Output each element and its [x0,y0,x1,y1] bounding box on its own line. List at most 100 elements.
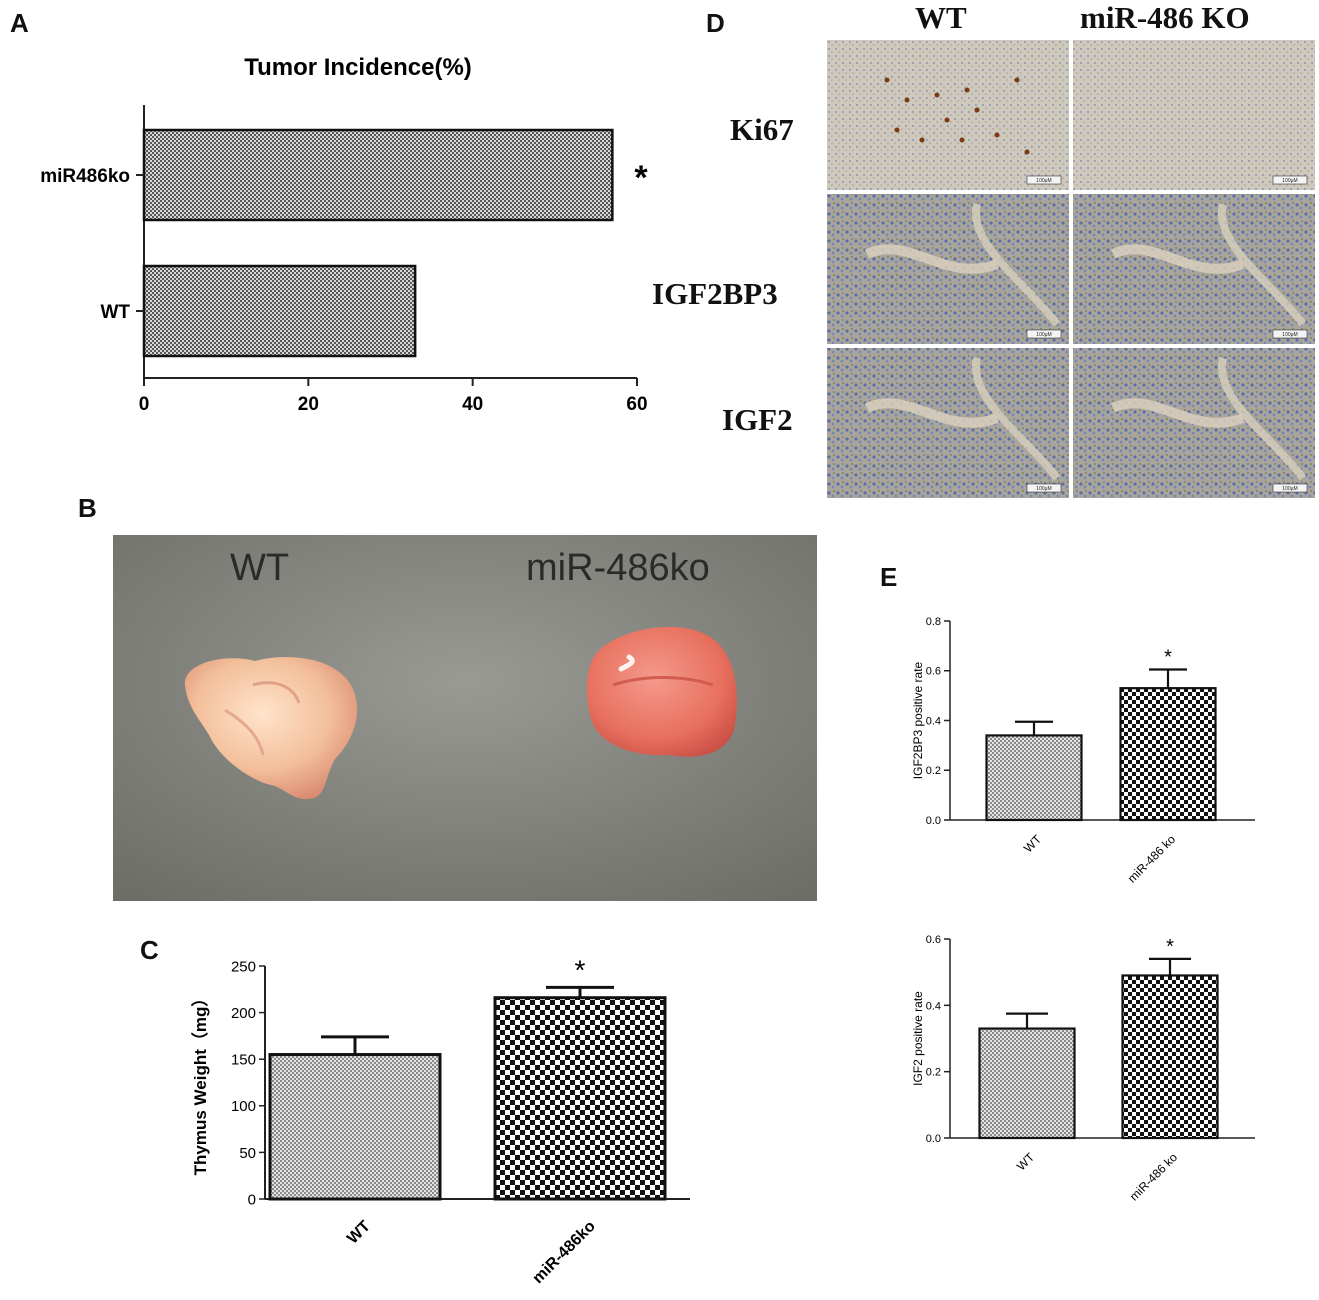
thymus-photo-drawing: WT miR-486ko [113,535,817,901]
chart-e2-category-label: miR-486 ko [1127,1150,1181,1204]
chart-c-thymus-weight: 0 50 100 150 200 250 Thymus Weight（mg） WT miR-48… [190,954,690,1287]
scale-bar-label: 100μM [1282,332,1297,338]
chart-e1-ytick-label: 0.6 [926,666,941,678]
micrograph-cell [1073,40,1315,190]
chart-a-xtick-label: 20 [298,394,319,415]
ko-thymus-tissue [586,626,737,757]
panel-label-a: A [10,8,29,38]
thymus-photo: WT miR-486ko [113,535,817,901]
scale-bar [1272,329,1308,339]
chart-c-ytick-label: 0 [248,1191,256,1208]
chart-a-xtick-label: 40 [462,394,483,415]
wt-thymus-tissue [184,656,358,800]
micrograph-row-ki67: Ki67 [730,112,794,147]
ki67-positive-nucleus [919,137,925,143]
panel-label-c: C [140,935,159,965]
chart-c-significance-star: * [575,954,586,985]
chart-c-ytick-label: 250 [231,958,256,975]
chart-a-xtick-label: 0 [139,394,150,415]
chart-c-category-label: miR-486ko [530,1218,599,1287]
scale-bar [1026,483,1062,493]
chart-e2-significance-star: * [1166,936,1174,958]
micrograph-col-wt: WT [915,0,967,35]
chart-e-igf2-rate: 0.0 0.2 0.4 0.6 IGF2 positive rate WT miR-486 … [911,934,1255,1204]
chart-c-ytick-label: 100 [231,1098,256,1115]
chart-e2-ytick-label: 0.4 [926,1000,941,1012]
ihc-micrographs: 100μM 100μM 100μM 100μM 100μM 100μM [827,40,1315,498]
chart-a-category-label: WT [100,302,130,323]
chart-e1-significance-star: * [1164,647,1172,669]
scale-bar [1026,175,1062,185]
micrograph-stroma [971,357,1061,481]
chart-a-significance-star: * [634,159,648,197]
chart-e2-category-label: WT [1014,1150,1038,1174]
scale-bar-label: 100μM [1036,486,1051,492]
scale-bar [1272,175,1308,185]
micrograph-stroma [1217,357,1307,481]
photo-label-ko: miR-486ko [526,547,710,589]
micrograph-row-igf2bp3: IGF2BP3 [652,276,778,311]
ki67-positive-nucleus [994,132,1000,138]
chart-a-title: Tumor Incidence(%) [244,54,472,81]
scale-bar-label: 100μM [1282,486,1297,492]
chart-a-category-label: miR486ko [40,166,130,187]
micrograph-cells: 100μM 100μM 100μM 100μM 100μM 100μM [827,40,1315,498]
chart-e2-ylabel: IGF2 positive rate [911,991,925,1086]
photo-label-wt: WT [230,547,289,589]
ki67-positive-nucleus [944,117,950,123]
chart-e2-bar-0 [978,1027,1076,1140]
chart-e1-bar-1 [1119,687,1217,822]
scale-bar-label: 100μM [1282,178,1297,184]
chart-e2-ytick-label: 0.6 [926,934,941,946]
chart-e1-ytick-label: 0.2 [926,765,941,777]
ki67-positive-nucleus [894,127,900,133]
chart-e2-bar-1 [1121,974,1219,1140]
micrograph-stroma [864,398,999,428]
ki67-positive-nucleus [959,137,965,143]
ki67-positive-nucleus [934,92,940,98]
micrograph-cell [827,40,1069,190]
micrograph-stroma [971,203,1061,327]
micrograph-col-ko: miR-486 KO [1080,0,1250,35]
chart-c-ytick-label: 200 [231,1005,256,1022]
ki67-positive-nucleus [1024,149,1030,155]
chart-e2-ytick-label: 0.2 [926,1067,941,1079]
scale-bar [1272,483,1308,493]
chart-c-bar-0 [268,1053,442,1201]
scale-bar-label: 100μM [1036,332,1051,338]
scale-bar [1026,329,1062,339]
chart-e1-ylabel: IGF2BP3 positive rate [911,661,925,779]
scale-bar-label: 100μM [1036,178,1051,184]
chart-a-bar-mir486ko [142,128,614,222]
ki67-positive-nucleus [904,97,910,103]
chart-e1-ytick-label: 0.4 [926,715,941,727]
micrograph-stroma [864,244,999,274]
micrograph-stroma [1110,244,1245,274]
chart-e-igf2bp3-rate: 0.0 0.2 0.4 0.6 0.8 IGF2BP3 positive rate WT mi… [911,616,1255,886]
ki67-positive-nucleus [1014,77,1020,83]
chart-a-bar-wt [142,264,417,358]
chart-a-tumor-incidence: Tumor Incidence(%) miR486ko * WT 0 20 40 60 [40,54,648,415]
chart-e1-category-label: miR-486 ko [1125,832,1179,886]
chart-e2-ytick-label: 0.0 [926,1133,941,1145]
chart-c-ytick-label: 50 [239,1145,256,1162]
chart-c-category-label: WT [344,1218,374,1248]
micrograph-stroma [1217,203,1307,327]
chart-a-xtick-label: 60 [626,394,647,415]
chart-e1-bar-0 [985,734,1083,822]
micrograph-stroma [1110,398,1245,428]
chart-c-ytick-label: 150 [231,1052,256,1069]
ihc-micrograph-grid: 100μM 100μM 100μM 100μM 100μM 100μM [827,40,1315,500]
micrograph-row-igf2: IGF2 [722,402,793,437]
panel-label-e: E [880,562,898,592]
panel-label-d: D [706,8,725,38]
chart-c-ylabel: Thymus Weight（mg） [190,990,210,1176]
chart-e1-ytick-label: 0.8 [926,616,941,628]
panel-label-b: B [78,493,97,523]
ki67-positive-nucleus [974,107,980,113]
chart-c-bar-1 [493,996,667,1201]
ki67-positive-nucleus [964,87,970,93]
chart-e1-category-label: WT [1021,832,1045,856]
ki67-positive-nucleus [884,77,890,83]
